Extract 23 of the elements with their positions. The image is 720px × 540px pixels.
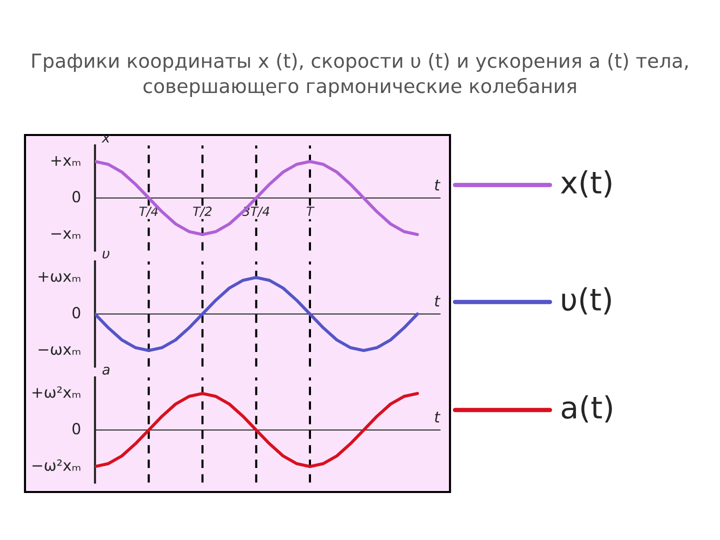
legend-label: a(t) (562, 395, 612, 422)
text: −xₘ (51, 230, 80, 239)
legend-label: υ(t) (562, 287, 611, 314)
text: +xₘ (51, 156, 80, 166)
x-tick-label: T/4 (139, 206, 158, 217)
text: 0 (72, 190, 80, 202)
y-axis-title: υ (102, 250, 110, 259)
text: +ω²xₘ (32, 386, 80, 398)
x-axis-title: t (434, 180, 440, 190)
text: −ω²xₘ (32, 459, 80, 471)
x-tick-label: 3T/4 (242, 206, 270, 217)
text: 0 (72, 422, 80, 434)
text: 0 (72, 306, 80, 318)
chart-title: Графики координаты x (t), скорости υ (t) и ускорения a (t) тела, совершающего гармонические колебания (32, 53, 688, 98)
text: −ωxₘ (38, 346, 80, 355)
x-tick-label: T/2 (193, 206, 212, 217)
text: +ωxₘ (38, 272, 80, 282)
x-axis-title: t (434, 412, 440, 422)
x-tick-label: T (306, 206, 315, 216)
y-axis-title: x (102, 134, 110, 143)
y-axis-title: a (102, 366, 110, 375)
x-axis-title: t (434, 296, 440, 306)
legend-label: x(t) (560, 170, 612, 198)
